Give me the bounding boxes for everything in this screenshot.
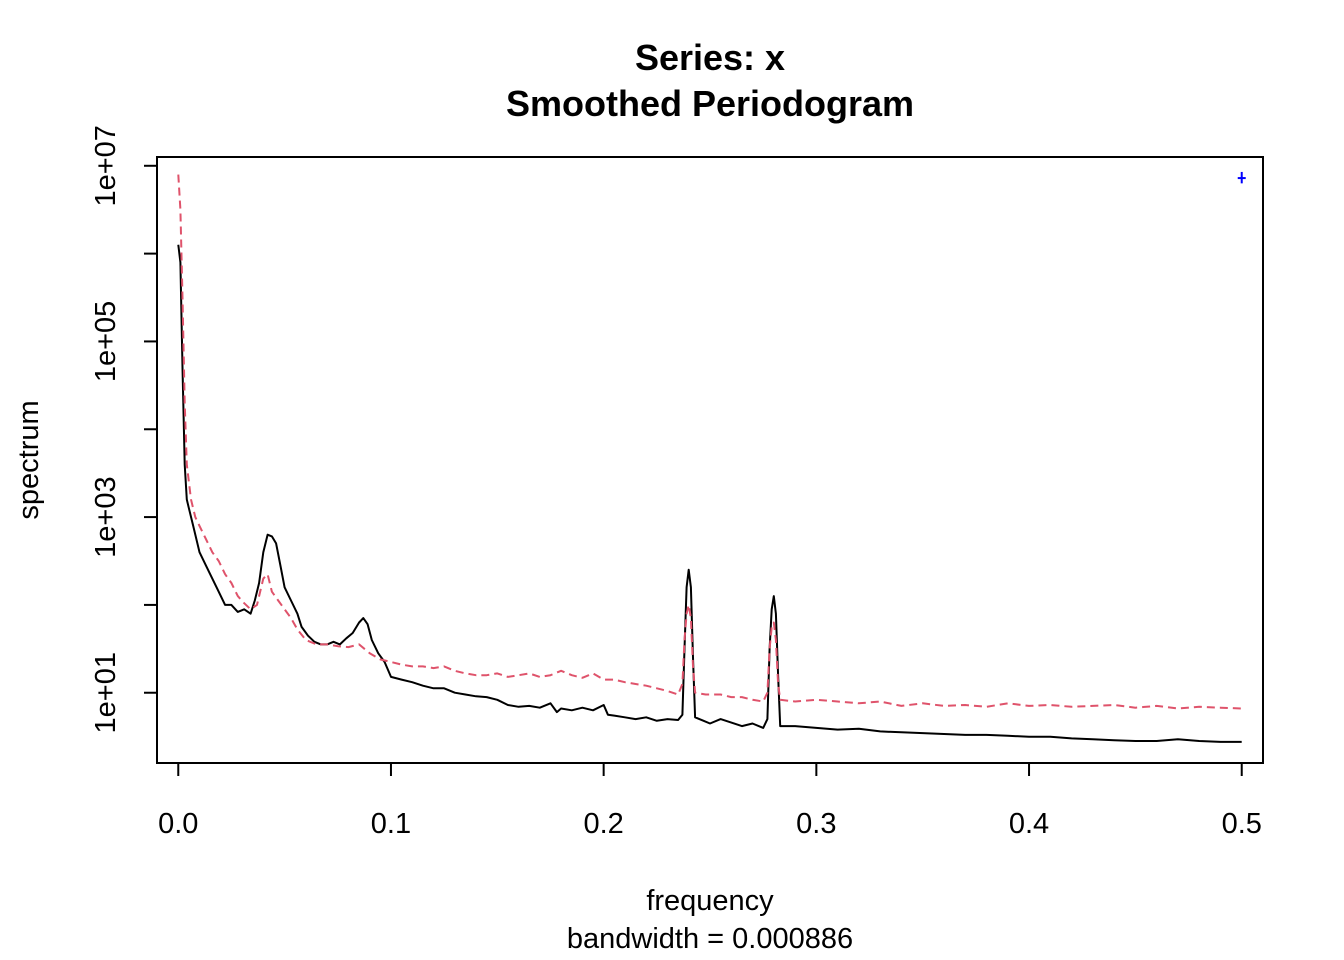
series-line-2 bbox=[177, 174, 1242, 710]
y-tick-label: 1e+01 bbox=[90, 652, 122, 733]
chart-title: Series: x bbox=[635, 37, 785, 78]
series-layer bbox=[177, 174, 1242, 743]
confidence-bar-layer bbox=[1237, 171, 1246, 184]
y-tick-label: 1e+07 bbox=[90, 125, 122, 206]
x-axis-label: frequency bbox=[646, 885, 774, 917]
x-tick-label: 0.2 bbox=[583, 808, 623, 840]
y-tick-label: 1e+05 bbox=[90, 301, 122, 382]
y-axis: 1e+01 1e+03 1e+05 1e+07 bbox=[90, 125, 158, 733]
x-axis: 0.0 0.1 0.2 0.3 0.4 0.5 bbox=[158, 762, 1262, 840]
plot-frame bbox=[156, 156, 1264, 764]
x-tick-label: 0.4 bbox=[1009, 808, 1049, 840]
x-tick-label: 0.1 bbox=[371, 808, 411, 840]
x-axis-sublabel: bandwidth = 0.000886 bbox=[567, 923, 853, 955]
x-tick-label: 0.0 bbox=[158, 808, 198, 840]
y-axis-label: spectrum bbox=[13, 400, 45, 519]
y-tick-label: 1e+03 bbox=[90, 476, 122, 557]
series-line-1 bbox=[177, 244, 1242, 743]
x-tick-label: 0.5 bbox=[1222, 808, 1262, 840]
x-tick-label: 0.3 bbox=[796, 808, 836, 840]
chart-subtitle: Smoothed Periodogram bbox=[506, 83, 914, 124]
